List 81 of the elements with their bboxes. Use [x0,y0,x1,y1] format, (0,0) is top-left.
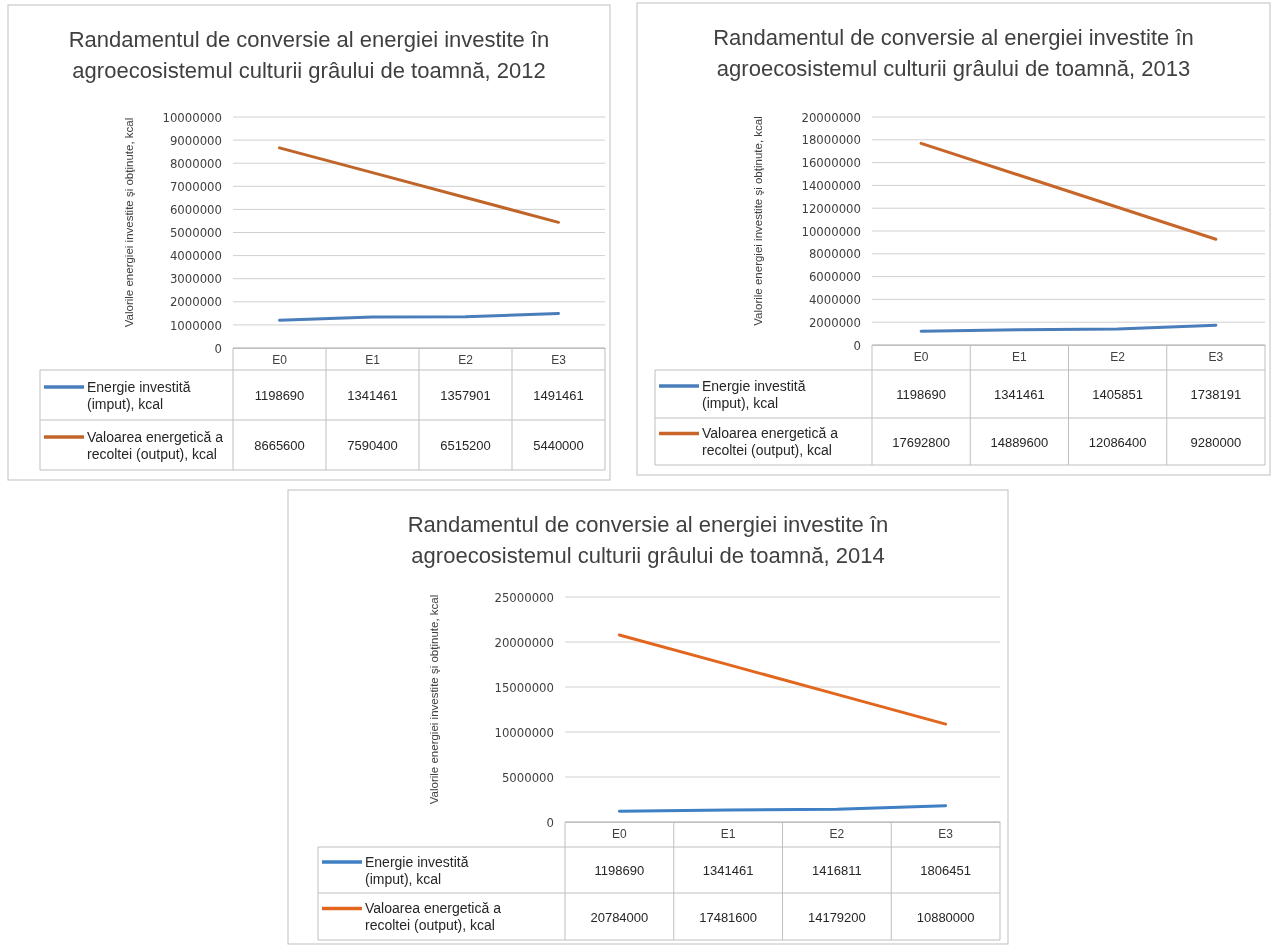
y-axis-title: Valorile energiei investite şi obţinute, kcal [428,594,440,805]
y-tick-label: 2000000 [169,294,222,310]
y-tick-label: 1000000 [169,317,222,333]
y-tick-label: 0 [546,814,554,830]
data-label: 1198690 [594,863,645,878]
x-tick-label: E2 [1110,350,1126,365]
y-tick-label: 0 [214,340,222,356]
y-tick-label: 9000000 [169,132,222,148]
x-tick-label: E2 [829,827,845,842]
y-tick-label: 2000000 [808,314,861,330]
y-tick-label: 8000000 [808,246,861,262]
data-label: 14179200 [807,909,866,925]
data-label: 9280000 [1190,434,1242,450]
x-tick-label: E3 [1208,350,1224,365]
x-tick-label: E0 [612,827,628,842]
legend-label: Valoarea energetică a recoltei (output), kcal [87,428,224,462]
y-tick-label: 10000000 [801,223,861,239]
legend-label: Energie investită (imput), kcal [702,377,806,411]
y-tick-label: 25000000 [494,589,554,605]
y-tick-label: 16000000 [801,155,861,171]
data-label: 8665600 [254,438,305,453]
y-tick-label: 5000000 [169,225,222,241]
data-label: 10880000 [916,909,975,925]
x-tick-label: E1 [1012,350,1028,365]
y-tick-label: 15000000 [494,679,554,695]
data-label: 1341461 [347,388,398,403]
x-tick-label: E2 [458,353,474,368]
y-tick-label: 20000000 [494,634,554,650]
data-label: 17692800 [892,434,951,450]
data-label: 1198690 [254,388,305,403]
chart-title: Randamentul de conversie al energiei investite în agroecosistemul culturii grâului de toamnă, 2013 [713,25,1194,81]
legend-label: Energie investită (imput), kcal [365,853,469,887]
line-series [617,633,948,726]
y-tick-label: 8000000 [169,155,222,171]
data-label: 1806451 [920,863,971,878]
chart-title: Randamentul de conversie al energiei investite în agroecosistemul culturii grâului de toamnă, 2012 [68,27,550,83]
data-label: 20784000 [590,909,649,925]
y-axis-title: Valorile energiei investite şi obţinute, kcal [752,116,764,326]
chart-title: Randamentul de conversie al energiei investite în agroecosistemul culturii grâului de toamnă, 2014 [407,512,889,568]
y-tick-label: 6000000 [169,202,222,218]
data-label: 1198690 [896,387,946,402]
y-tick-label: 18000000 [801,132,861,148]
legend-label: Valoarea energetică a recoltei (output), kcal [365,900,502,933]
x-tick-label: E1 [365,353,381,368]
y-tick-label: 10000000 [494,724,554,740]
y-tick-label: 5000000 [501,769,554,785]
x-tick-label: E0 [272,353,288,368]
x-tick-label: E0 [913,350,929,365]
data-label: 1341461 [702,863,754,878]
line-series [919,141,1218,241]
y-axis-title: Valorile energiei investite şi obţinute, kcal [123,117,135,328]
y-tick-label: 0 [853,337,861,353]
legend-label: Energie investită (imput), kcal [87,378,191,412]
line-series [919,323,1218,333]
y-tick-label: 3000000 [169,271,222,287]
data-label: 1341461 [994,387,1045,402]
data-label: 1738191 [1190,387,1242,402]
data-label: 17481600 [699,909,758,925]
y-tick-label: 4000000 [169,248,222,264]
line-series [278,146,560,224]
y-tick-label: 6000000 [808,269,861,285]
y-tick-label: 20000000 [801,109,861,125]
x-tick-label: E3 [938,827,954,842]
data-label: 1357901 [440,388,491,403]
x-tick-label: E3 [551,353,567,368]
data-label: 1416811 [812,863,862,878]
x-tick-label: E1 [720,827,736,842]
y-tick-label: 7000000 [169,178,222,194]
data-label: 1405851 [1092,387,1143,402]
data-label: 14889600 [990,434,1049,450]
y-tick-label: 14000000 [801,178,861,194]
y-tick-label: 10000000 [162,109,222,125]
data-label: 7590400 [347,438,398,453]
legend-label: Valoarea energetică a recoltei (output), kcal [702,425,839,458]
data-label: 1491461 [533,388,584,403]
y-tick-label: 12000000 [801,200,861,216]
y-tick-label: 4000000 [808,292,861,308]
data-label: 6515200 [440,438,491,453]
data-label: 12086400 [1088,434,1147,450]
line-series [278,312,560,322]
data-label: 5440000 [533,438,584,453]
